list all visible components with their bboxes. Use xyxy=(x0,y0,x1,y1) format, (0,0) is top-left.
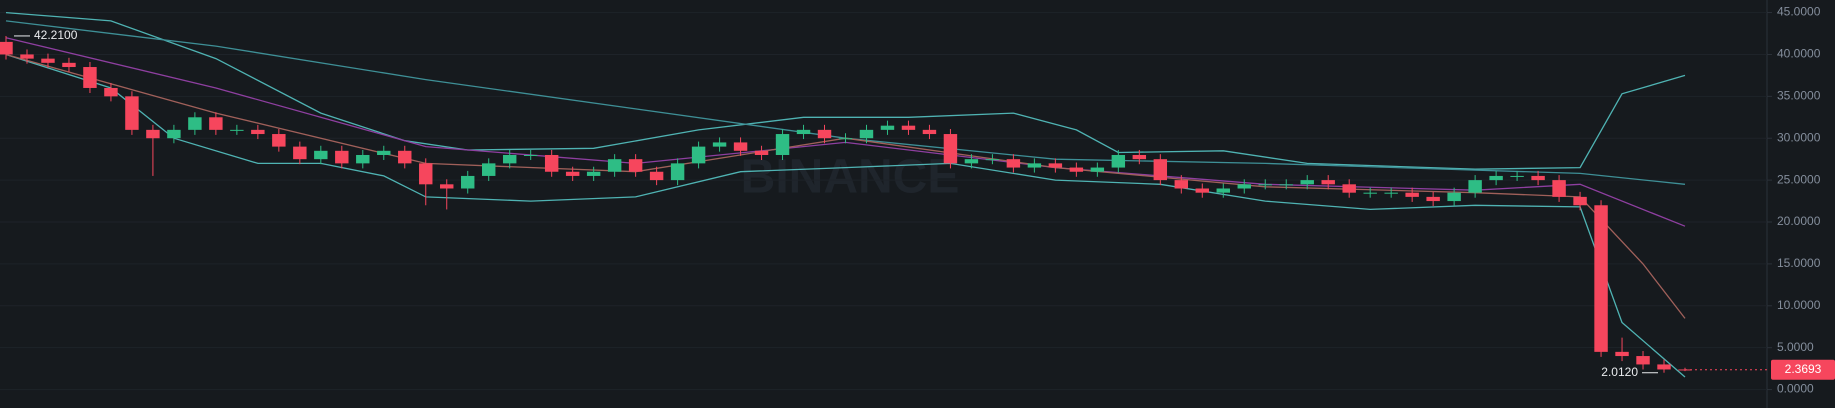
last-price-tag xyxy=(1771,359,1835,380)
y-tick-label: 5.0000 xyxy=(1777,340,1814,354)
candle-body xyxy=(1069,167,1084,172)
candle-body xyxy=(691,146,706,164)
candle-body xyxy=(1384,192,1398,194)
candle-body xyxy=(0,41,13,55)
candle-body xyxy=(733,142,748,151)
candle-body xyxy=(1447,192,1461,202)
candle-body xyxy=(586,171,601,176)
candle-body xyxy=(1573,196,1587,206)
candle-body xyxy=(1090,167,1105,172)
candle-body xyxy=(1510,175,1524,177)
candle-body xyxy=(1006,159,1021,168)
candle-body xyxy=(314,150,328,160)
y-tick-label: 45.0000 xyxy=(1777,5,1821,19)
candle-body xyxy=(1489,175,1503,181)
candle-body xyxy=(125,96,139,130)
candle-body xyxy=(1615,351,1629,357)
candle-body xyxy=(1636,356,1650,365)
candle-body xyxy=(1027,163,1042,168)
candle-body xyxy=(796,129,811,135)
candle-body xyxy=(1048,163,1063,168)
candle-body xyxy=(628,159,643,172)
high-marker-label: 42.2100 xyxy=(34,28,78,42)
candle-body xyxy=(356,154,370,164)
y-tick-label: 35.0000 xyxy=(1777,89,1821,103)
candle-body xyxy=(293,146,307,160)
candle-body xyxy=(20,54,34,59)
y-tick-label: 30.0000 xyxy=(1777,130,1821,144)
y-tick-label: 40.0000 xyxy=(1777,47,1821,61)
candle-body xyxy=(502,154,517,164)
candle-body xyxy=(880,125,895,130)
candle-body xyxy=(377,150,391,155)
candle-body xyxy=(209,117,223,130)
candle-body xyxy=(1279,184,1293,186)
candle-body xyxy=(461,175,475,189)
candle-body xyxy=(1153,159,1168,181)
candle-body xyxy=(188,117,202,130)
candle-body xyxy=(901,125,916,130)
candle-body xyxy=(754,150,769,155)
candle-body xyxy=(1468,180,1482,193)
candle-body xyxy=(817,129,832,139)
candle-body xyxy=(922,129,937,135)
candle-body xyxy=(1363,192,1377,194)
candle-body xyxy=(1657,364,1671,370)
y-tick-label: 25.0000 xyxy=(1777,172,1821,186)
candle-body xyxy=(1174,180,1189,189)
candle-body xyxy=(964,159,979,164)
candle-body xyxy=(1594,205,1608,352)
y-tick-label: 20.0000 xyxy=(1777,214,1821,228)
candle-body xyxy=(62,62,76,68)
candle-body xyxy=(1195,188,1210,193)
candle-body xyxy=(335,150,349,164)
candle-body xyxy=(419,163,433,185)
candle-body xyxy=(1552,180,1566,197)
candle-body xyxy=(565,171,580,176)
candle-body xyxy=(1321,180,1335,185)
watermark: BINANCE xyxy=(741,151,960,204)
y-tick-label: 15.0000 xyxy=(1777,256,1821,270)
candle-body xyxy=(272,134,286,147)
candle-body xyxy=(544,154,559,172)
candle-body xyxy=(41,58,55,63)
candle-body xyxy=(523,154,538,156)
candle-body xyxy=(1300,180,1314,185)
y-tick-label: 10.0000 xyxy=(1777,298,1821,312)
candle-body xyxy=(775,134,790,155)
candle-body xyxy=(1216,188,1230,193)
candle-body xyxy=(1405,192,1419,197)
candle-body xyxy=(1111,154,1126,168)
candle-body xyxy=(943,134,958,164)
last-price-label: 2.3693 xyxy=(1785,362,1822,376)
candle-body xyxy=(398,150,412,164)
candle-body xyxy=(1531,175,1545,181)
candle-body xyxy=(481,163,496,176)
candle-body xyxy=(1426,196,1440,202)
candle-body xyxy=(859,129,874,139)
candle-body xyxy=(146,129,160,139)
candle-body xyxy=(1132,154,1147,160)
candle-body xyxy=(251,129,265,135)
candle-body xyxy=(649,171,664,181)
low-marker-label: 2.0120 xyxy=(1601,365,1638,379)
candle-body xyxy=(83,67,97,88)
candle-body xyxy=(670,163,685,181)
y-tick-label: 0.0000 xyxy=(1777,382,1814,396)
candle-body xyxy=(104,87,118,97)
candle-body xyxy=(1258,184,1272,186)
candle-body xyxy=(1342,184,1356,193)
indicator-line xyxy=(5,53,1686,378)
candle-body xyxy=(607,159,622,172)
candle-body xyxy=(1237,184,1251,189)
candle-body xyxy=(838,138,853,140)
candle-body xyxy=(712,142,727,147)
candle-body xyxy=(985,159,1000,161)
candle-body xyxy=(440,184,454,189)
candle-body xyxy=(230,129,244,131)
indicator-line xyxy=(5,11,1686,170)
candle-body xyxy=(167,129,181,139)
